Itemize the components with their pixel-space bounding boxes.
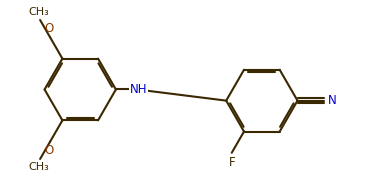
Text: NH: NH (129, 83, 147, 96)
Text: O: O (44, 144, 54, 157)
Text: F: F (229, 156, 235, 169)
Text: CH₃: CH₃ (28, 162, 50, 172)
Text: N: N (328, 94, 336, 107)
Text: O: O (44, 22, 54, 35)
Text: CH₃: CH₃ (28, 7, 50, 17)
